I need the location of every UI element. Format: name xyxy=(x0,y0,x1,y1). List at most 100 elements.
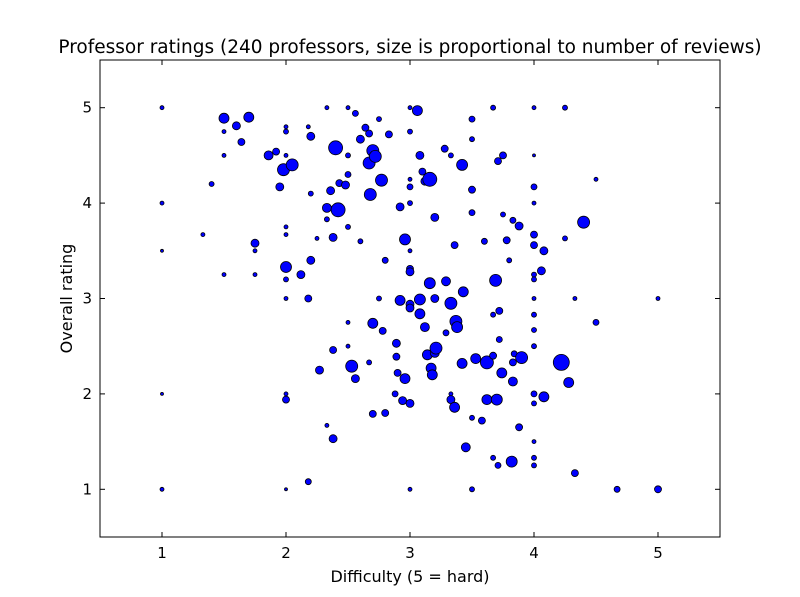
data-point xyxy=(305,124,311,130)
data-point xyxy=(221,272,227,278)
data-point xyxy=(283,391,289,397)
data-point xyxy=(571,469,579,478)
data-point xyxy=(405,398,415,408)
data-point xyxy=(283,232,289,238)
data-point xyxy=(577,215,590,229)
data-point xyxy=(306,255,316,265)
data-point xyxy=(530,230,538,239)
data-point xyxy=(345,105,351,111)
data-point xyxy=(405,267,415,277)
data-point xyxy=(613,485,621,493)
data-point xyxy=(391,338,401,348)
data-point xyxy=(407,176,413,182)
data-point xyxy=(441,276,451,287)
data-point xyxy=(531,311,537,318)
data-point xyxy=(531,327,537,333)
data-point xyxy=(531,462,537,469)
data-point xyxy=(394,294,406,306)
data-point xyxy=(363,188,377,201)
data-point xyxy=(509,358,517,367)
data-point xyxy=(496,367,508,379)
data-point xyxy=(208,181,215,187)
data-point xyxy=(330,202,346,218)
data-point xyxy=(243,111,255,123)
data-point xyxy=(407,128,413,135)
y-axis-title: Overall rating xyxy=(57,244,76,354)
data-point xyxy=(395,202,405,212)
data-point xyxy=(539,246,549,256)
data-point xyxy=(469,486,475,493)
data-point xyxy=(531,439,537,445)
data-point xyxy=(430,294,440,303)
data-point xyxy=(285,158,299,172)
data-point xyxy=(323,216,330,223)
y-tick-label: 4 xyxy=(82,194,92,212)
data-point xyxy=(324,105,330,111)
data-point xyxy=(237,138,246,146)
data-point xyxy=(283,124,289,130)
data-point xyxy=(252,248,258,254)
data-point xyxy=(508,376,518,387)
data-point xyxy=(654,485,662,494)
x-tick-label: 5 xyxy=(653,544,663,562)
data-point xyxy=(563,377,575,388)
chart-title: Professor ratings (240 professors, size … xyxy=(58,37,761,58)
data-point xyxy=(460,442,471,453)
data-point xyxy=(530,390,538,398)
data-point xyxy=(457,286,469,298)
y-tick-label: 2 xyxy=(82,385,92,403)
data-point xyxy=(502,236,511,245)
data-point xyxy=(440,144,449,153)
data-point xyxy=(275,182,285,192)
data-point xyxy=(419,322,430,333)
data-point xyxy=(345,152,351,159)
y-tick-label: 5 xyxy=(82,99,92,117)
data-point xyxy=(418,167,427,176)
data-point xyxy=(282,395,290,404)
data-point xyxy=(381,409,390,417)
data-point xyxy=(429,341,443,355)
data-point xyxy=(283,224,289,230)
data-point xyxy=(367,317,379,329)
data-point xyxy=(375,173,388,187)
data-point xyxy=(490,311,497,318)
data-point xyxy=(355,134,365,144)
data-point xyxy=(350,374,360,384)
data-point xyxy=(324,422,330,428)
data-point xyxy=(413,293,426,306)
data-point xyxy=(307,190,314,197)
data-point xyxy=(530,183,538,191)
data-point xyxy=(328,434,338,444)
data-point xyxy=(159,486,165,492)
data-point xyxy=(315,365,324,375)
data-point xyxy=(515,351,528,365)
data-point xyxy=(531,200,537,206)
data-point xyxy=(537,266,546,276)
data-point xyxy=(531,296,537,301)
x-tick-label: 2 xyxy=(281,544,291,562)
data-point xyxy=(494,461,502,469)
data-point xyxy=(451,321,464,334)
data-point xyxy=(283,152,289,158)
data-point xyxy=(345,223,351,230)
data-point xyxy=(283,128,289,135)
data-point xyxy=(531,105,537,111)
data-point xyxy=(470,353,482,365)
data-point xyxy=(494,157,502,166)
y-tick-label: 1 xyxy=(82,480,92,498)
data-point xyxy=(407,486,413,492)
data-point xyxy=(304,294,313,303)
data-point xyxy=(160,248,164,253)
data-point xyxy=(357,238,364,245)
data-point xyxy=(321,202,332,213)
data-points xyxy=(159,104,662,494)
data-point xyxy=(499,151,507,160)
data-point xyxy=(159,105,165,111)
data-point xyxy=(399,373,411,385)
data-point xyxy=(405,303,415,313)
data-point xyxy=(378,326,387,335)
y-tick-label: 3 xyxy=(82,290,92,308)
data-point xyxy=(456,158,469,171)
data-point xyxy=(490,104,497,111)
